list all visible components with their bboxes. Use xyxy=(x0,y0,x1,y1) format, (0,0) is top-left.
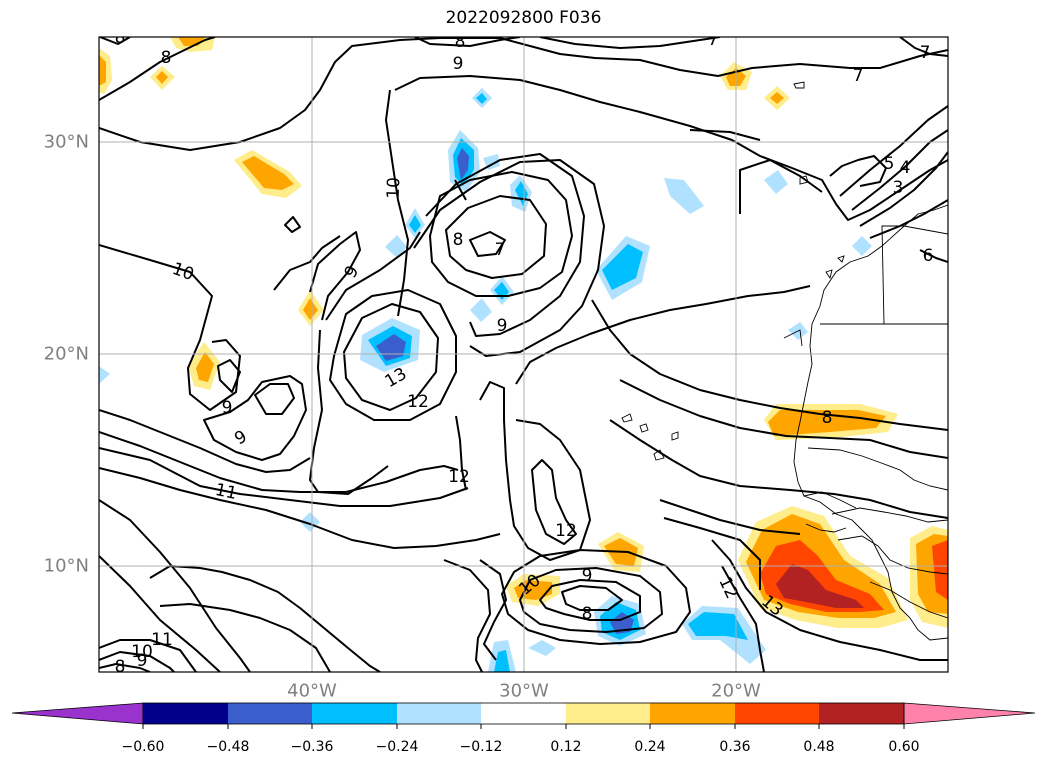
lat-label-10n: 10°N xyxy=(44,556,89,577)
contour-label: 10 xyxy=(131,642,153,662)
colorbar-tick-label: 0.48 xyxy=(803,739,834,755)
shaded-anomalies xyxy=(99,37,948,672)
colorbar-segment xyxy=(143,703,228,724)
colorbar-segment xyxy=(228,703,312,724)
contour-label: 6 xyxy=(923,246,934,266)
colorbar-segment xyxy=(481,703,566,724)
contour-label: 3 xyxy=(893,178,904,198)
contour-label: 7 xyxy=(708,30,719,50)
contour-label: 12 xyxy=(714,574,741,602)
contour-label: 10 xyxy=(169,259,196,285)
map-title: 2022092800 F036 xyxy=(445,8,602,28)
contour-label: 11 xyxy=(213,480,238,504)
contour-label: 8 xyxy=(822,408,833,428)
colorbar-segment xyxy=(735,703,819,724)
lat-label-20n: 20°N xyxy=(44,344,89,365)
colorbar-tick-label: 0.24 xyxy=(634,739,665,755)
contour-label: 10 xyxy=(384,177,405,199)
lon-label-40w: 40°W xyxy=(287,681,337,702)
contour-label: 8 xyxy=(455,32,466,52)
contour-label: 9 xyxy=(453,54,464,74)
colorbar-segment xyxy=(650,703,735,724)
colorbar-tick-label: −0.24 xyxy=(376,739,419,755)
colorbar-tick-label: −0.60 xyxy=(122,739,165,755)
map-frame xyxy=(98,36,949,673)
contour-label: 9 xyxy=(137,651,148,671)
lat-label-30n: 30°N xyxy=(44,132,89,153)
colorbar-tick-label: −0.48 xyxy=(207,739,250,755)
colorbar: −0.60 −0.48 −0.36 −0.24 −0.12 0.12 0.24 … xyxy=(11,702,1036,755)
colorbar-tick-label: 0.36 xyxy=(719,739,750,755)
contour-label: 7 xyxy=(853,66,864,86)
colorbar-tick-label: −0.12 xyxy=(460,739,503,755)
colorbar-segment xyxy=(397,703,481,724)
contour-label: 9 xyxy=(231,427,250,450)
colorbar-tick-label: 0.12 xyxy=(550,739,581,755)
contour-label: 11 xyxy=(151,630,173,650)
coastlines xyxy=(621,81,948,641)
contour-label: 12 xyxy=(448,467,470,487)
contour-label: 8 xyxy=(115,657,126,677)
contour-label: 9 xyxy=(582,566,593,586)
contour-label: 7 xyxy=(920,43,931,63)
contour-label: 12 xyxy=(555,521,577,541)
contour-label: 9 xyxy=(222,398,233,418)
contour-label: 8 xyxy=(161,48,172,68)
colorbar-tick-label: 0.60 xyxy=(888,739,919,755)
contour-label: 7 xyxy=(495,240,506,260)
colorbar-extend-right xyxy=(903,702,1036,725)
contour-label: 5 xyxy=(884,154,895,174)
contour-label: 8 xyxy=(115,28,126,48)
contour-label: 8 xyxy=(582,604,593,624)
contour-label: 4 xyxy=(900,158,911,178)
lon-label-30w: 30°W xyxy=(499,681,549,702)
contour-label: 12 xyxy=(407,392,429,412)
lon-label-20w: 20°W xyxy=(711,681,761,702)
grid-lines xyxy=(99,37,948,672)
colorbar-segment xyxy=(312,703,397,724)
contour-lines xyxy=(99,37,948,672)
colorbar-segment xyxy=(566,703,650,724)
colorbar-extend-left xyxy=(11,702,144,725)
contour-label: 9 xyxy=(497,316,508,336)
contour-label: 8 xyxy=(453,230,464,250)
colorbar-segment xyxy=(819,703,904,724)
colorbar-tick-label: −0.36 xyxy=(291,739,334,755)
